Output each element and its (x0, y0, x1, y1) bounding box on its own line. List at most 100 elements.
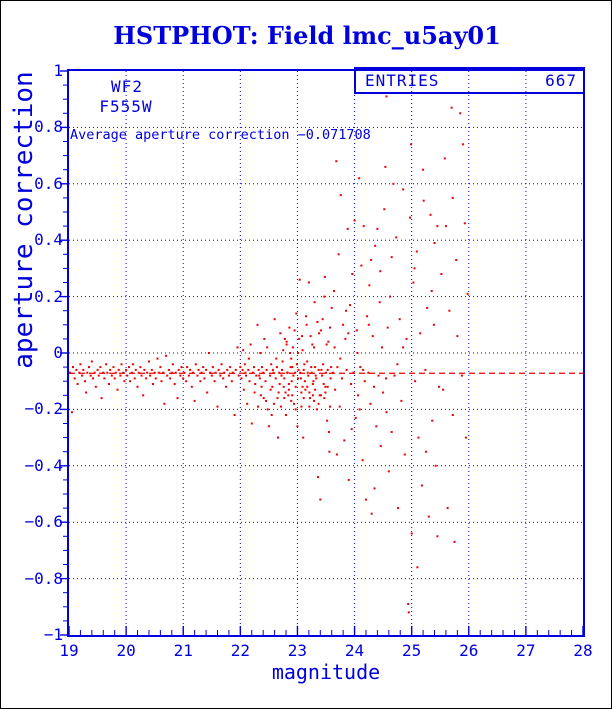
data-point (200, 371, 203, 374)
data-point (243, 363, 246, 366)
data-point (291, 394, 294, 397)
data-point (384, 165, 387, 168)
y-tick-label: 0.2 (34, 286, 63, 306)
data-point (278, 383, 281, 385)
data-point (206, 391, 209, 394)
data-point (313, 301, 316, 304)
data-point (334, 388, 337, 391)
data-point (363, 380, 366, 383)
data-point (351, 273, 354, 275)
data-point (297, 352, 299, 354)
data-point (289, 352, 291, 354)
data-point (282, 385, 285, 388)
data-point (187, 374, 190, 377)
data-point (84, 380, 86, 383)
data-point (373, 487, 376, 490)
data-point (263, 337, 266, 340)
data-point (319, 329, 322, 332)
data-point (455, 258, 458, 261)
data-point (456, 335, 459, 338)
data-point (344, 337, 347, 340)
data-point (410, 532, 413, 535)
data-point (97, 374, 100, 377)
data-point (356, 352, 359, 354)
data-point (326, 419, 329, 422)
data-point (314, 366, 317, 369)
data-point (272, 371, 275, 374)
data-point (270, 414, 273, 416)
data-point (295, 312, 298, 315)
data-point (409, 216, 411, 219)
data-point (346, 227, 349, 230)
data-point (225, 385, 228, 388)
data-point (305, 315, 307, 318)
data-point (300, 391, 303, 394)
data-point (276, 397, 279, 400)
data-point (424, 450, 427, 453)
y-tick-label: −0.8 (24, 568, 63, 588)
data-point (177, 368, 180, 371)
data-point (258, 374, 261, 377)
data-point (271, 385, 274, 388)
data-point (114, 371, 117, 374)
data-point (140, 374, 143, 377)
data-point (264, 380, 267, 383)
data-point (174, 371, 177, 374)
data-point (273, 318, 276, 321)
data-point (247, 368, 250, 371)
data-point (326, 385, 329, 388)
data-point (305, 323, 308, 326)
data-point (102, 371, 105, 374)
data-point (350, 383, 353, 385)
data-point (150, 368, 153, 371)
data-point (157, 371, 160, 374)
data-point (310, 366, 313, 369)
data-point (94, 385, 97, 388)
data-point (463, 222, 466, 225)
data-point (327, 431, 330, 433)
data-point (259, 394, 262, 397)
data-point (339, 194, 342, 197)
data-point (222, 377, 225, 380)
data-point (99, 366, 102, 369)
data-point (90, 360, 93, 363)
data-point (257, 405, 259, 408)
data-point (214, 371, 217, 374)
data-point (361, 459, 364, 462)
data-point (304, 388, 307, 391)
data-point (259, 352, 262, 354)
data-point (96, 368, 99, 371)
plot-canvas (60, 70, 584, 636)
entries-value: 667 (545, 71, 577, 90)
data-point (291, 366, 294, 369)
data-point (302, 436, 305, 439)
data-point (367, 371, 370, 374)
data-point (285, 340, 288, 343)
data-point (257, 368, 260, 371)
data-point (275, 366, 278, 369)
data-point (295, 363, 298, 366)
data-point (240, 377, 243, 380)
data-point (176, 397, 179, 400)
data-point (379, 445, 382, 448)
data-point (126, 374, 129, 377)
data-point (137, 371, 140, 374)
data-point (400, 399, 403, 402)
data-point (339, 357, 342, 360)
data-point (427, 515, 430, 518)
data-point (203, 377, 206, 380)
data-point (279, 405, 282, 408)
data-point (134, 368, 137, 371)
data-point (92, 377, 94, 380)
data-point (370, 512, 373, 515)
data-point (306, 371, 309, 374)
data-point (307, 281, 310, 284)
data-point (309, 397, 311, 400)
data-point (285, 414, 287, 416)
data-point (230, 380, 233, 383)
data-point (267, 425, 270, 428)
data-point (345, 309, 347, 312)
data-point (326, 368, 329, 371)
data-point (349, 304, 351, 307)
data-point (393, 374, 396, 377)
